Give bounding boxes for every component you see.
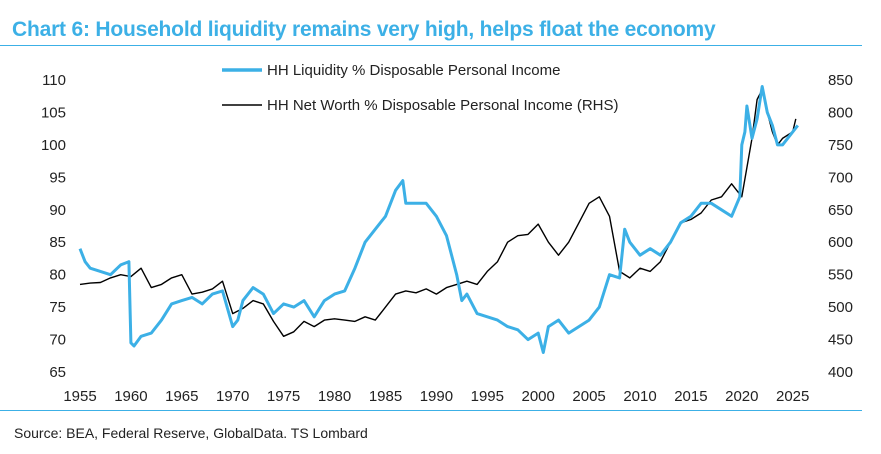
top-divider [0, 45, 862, 46]
y-right-tick-label: 450 [828, 332, 853, 349]
x-tick-label: 2015 [674, 388, 707, 405]
x-tick-label: 1980 [318, 388, 351, 405]
bottom-divider [0, 410, 862, 411]
y-right-tick-label: 400 [828, 364, 853, 381]
y-left-tick-label: 85 [49, 234, 66, 251]
x-tick-label: 1990 [420, 388, 453, 405]
series-line-liquidity [78, 85, 799, 354]
x-axis: 1955 1960 1965 1970 1975 1980 1985 1990 1995 2000… [63, 388, 809, 405]
y-left-tick-label: 110 [42, 72, 66, 89]
y-right-tick-label: 650 [828, 202, 853, 219]
x-tick-label: 1965 [165, 388, 198, 405]
y-right-tick-label: 550 [828, 267, 853, 284]
x-tick-label: 1985 [369, 388, 402, 405]
x-tick-label: 1970 [216, 388, 249, 405]
source-note: Source: BEA, Federal Reserve, GlobalData… [14, 425, 368, 441]
y-left-tick-label: 105 [41, 104, 66, 121]
y-right-tick-label: 850 [828, 72, 853, 89]
legend: HH Liquidity % Disposable Personal Incom… [222, 62, 619, 114]
x-tick-label: 2005 [572, 388, 605, 405]
x-tick-label: 2020 [725, 388, 758, 405]
y-left-tick-label: 75 [49, 299, 66, 316]
y-left-tick-label: 90 [49, 202, 66, 219]
y-axis-left: 110 105 100 95 90 85 80 75 70 65 [41, 72, 66, 381]
y-left-tick-label: 100 [41, 137, 66, 154]
chart-title: Chart 6: Household liquidity remains ver… [12, 18, 716, 41]
x-tick-label: 2025 [776, 388, 809, 405]
legend-label-liquidity: HH Liquidity % Disposable Personal Incom… [267, 62, 560, 79]
y-right-tick-label: 500 [828, 299, 853, 316]
y-axis-right: 850 800 750 700 650 600 550 500 450 400 [828, 72, 853, 381]
y-right-tick-label: 750 [828, 137, 853, 154]
x-tick-label: 2010 [623, 388, 656, 405]
series-layer [78, 85, 799, 354]
y-left-tick-label: 80 [49, 267, 66, 284]
y-left-tick-label: 70 [49, 332, 66, 349]
x-tick-label: 1960 [114, 388, 147, 405]
x-tick-label: 1975 [267, 388, 300, 405]
x-tick-label: 2000 [522, 388, 555, 405]
x-tick-label: 1995 [471, 388, 504, 405]
y-right-tick-label: 700 [828, 169, 853, 186]
y-right-tick-label: 800 [828, 104, 853, 121]
legend-label-networth: HH Net Worth % Disposable Personal Incom… [267, 97, 619, 114]
y-left-tick-label: 65 [49, 364, 66, 381]
x-tick-label: 1955 [63, 388, 96, 405]
y-right-tick-label: 600 [828, 234, 853, 251]
y-left-tick-label: 95 [49, 169, 66, 186]
